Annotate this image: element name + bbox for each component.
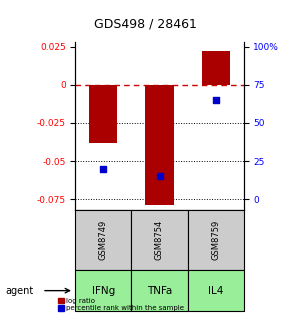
Bar [202, 51, 230, 85]
Text: GSM8759: GSM8759 [211, 220, 220, 260]
Text: GSM8754: GSM8754 [155, 220, 164, 260]
Text: TNFa: TNFa [147, 286, 172, 296]
Point [213, 97, 218, 103]
Text: IFNg: IFNg [92, 286, 115, 296]
Bar [146, 85, 173, 205]
Text: IL4: IL4 [208, 286, 223, 296]
Text: GSM8749: GSM8749 [99, 220, 108, 260]
Text: GDS498 / 28461: GDS498 / 28461 [94, 17, 196, 30]
Bar [89, 85, 117, 143]
Text: agent: agent [6, 286, 34, 296]
Legend: log ratio, percentile rank within the sample: log ratio, percentile rank within the sa… [56, 295, 187, 314]
Point [101, 166, 106, 171]
Point [157, 174, 162, 179]
